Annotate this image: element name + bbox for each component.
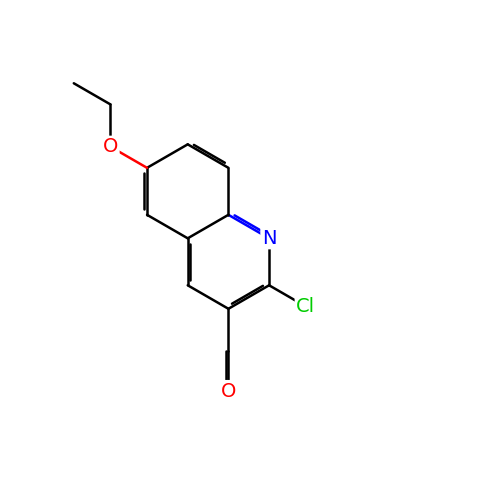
Text: O: O <box>221 381 236 400</box>
Text: O: O <box>103 137 118 156</box>
Text: Cl: Cl <box>296 297 315 316</box>
Text: N: N <box>262 229 276 248</box>
